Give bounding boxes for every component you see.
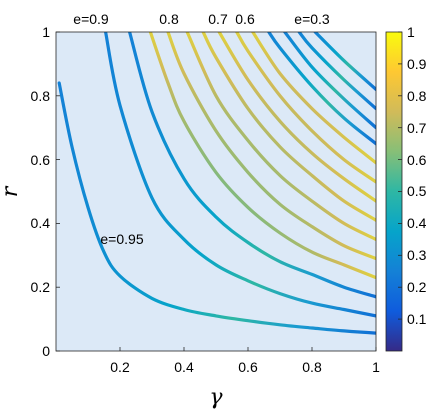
ecc-curve [251, 32, 376, 165]
ecc-curve [313, 32, 376, 91]
x-tick-label: 1 [372, 359, 380, 375]
y-tick-label: 0.2 [31, 279, 51, 295]
y-tick-label: 1 [42, 24, 50, 40]
ecc-curve [128, 32, 376, 299]
y-tick-label: 0.6 [31, 152, 51, 168]
colorbar-ticks [398, 31, 402, 320]
colorbar-tick-label: 0.2 [407, 279, 427, 295]
ecc-curve [267, 32, 376, 146]
colorbar-tick-label: 0.8 [407, 88, 427, 104]
annotation-label: e=0.95 [100, 231, 143, 247]
annotation-label: e=0.3 [294, 11, 330, 27]
y-tick-label: 0.8 [31, 88, 51, 104]
ecc-curve [283, 32, 376, 130]
ecc-curve [297, 32, 376, 111]
plot-area-background [56, 32, 376, 351]
x-tick-label: 0.2 [110, 359, 130, 375]
colorbar-tick-label: 0.6 [407, 152, 427, 168]
ecc-curve [201, 32, 376, 222]
curve-annotations: e=0.9 0.8 0.7 0.6 e=0.3 e=0.95 [73, 11, 330, 247]
colorbar-tick-label: 1 [407, 24, 415, 40]
ecc-curve [148, 32, 376, 280]
ecc-curve [166, 32, 376, 261]
ecc-curve [217, 32, 376, 203]
annotation-label: 0.7 [208, 11, 228, 27]
plot-area-frame [55, 31, 377, 352]
colorbar-tick-label: 0.4 [407, 215, 427, 231]
colorbar-tick-label: 0.7 [407, 120, 427, 136]
y-tick-label: 0.4 [31, 215, 51, 231]
x-axis-ticks: 0.2 0.4 0.6 0.8 1 [110, 347, 380, 375]
ecc-curve [235, 32, 376, 184]
colorbar-tick-label: 0.9 [407, 56, 427, 72]
ecc-curve [185, 32, 376, 241]
ecc-curve [104, 32, 376, 318]
colorbar-tick-label: 0.3 [407, 247, 427, 263]
annotation-label: 0.8 [159, 11, 179, 27]
ecc-curve [57, 81, 376, 335]
y-tick-label: 0 [42, 343, 50, 359]
y-axis-title: r [0, 185, 23, 197]
annotation-label: 0.6 [235, 11, 255, 27]
x-tick-label: 0.4 [174, 359, 194, 375]
y-axis-ticks: 0 0.2 0.4 0.6 0.8 1 [31, 24, 60, 359]
x-tick-label: 0.8 [302, 359, 322, 375]
colorbar: 0.1 0.2 0.3 0.4 0.5 0.6 0.7 0.8 0.9 1 [385, 24, 427, 352]
x-tick-label: 0.6 [238, 359, 258, 375]
colorbar-tick-label: 0.1 [407, 311, 427, 327]
colorbar-tick-label: 0.5 [407, 183, 427, 199]
series-layer [57, 32, 376, 335]
x-axis-title: γ [209, 385, 223, 409]
annotation-label: e=0.9 [73, 11, 109, 27]
